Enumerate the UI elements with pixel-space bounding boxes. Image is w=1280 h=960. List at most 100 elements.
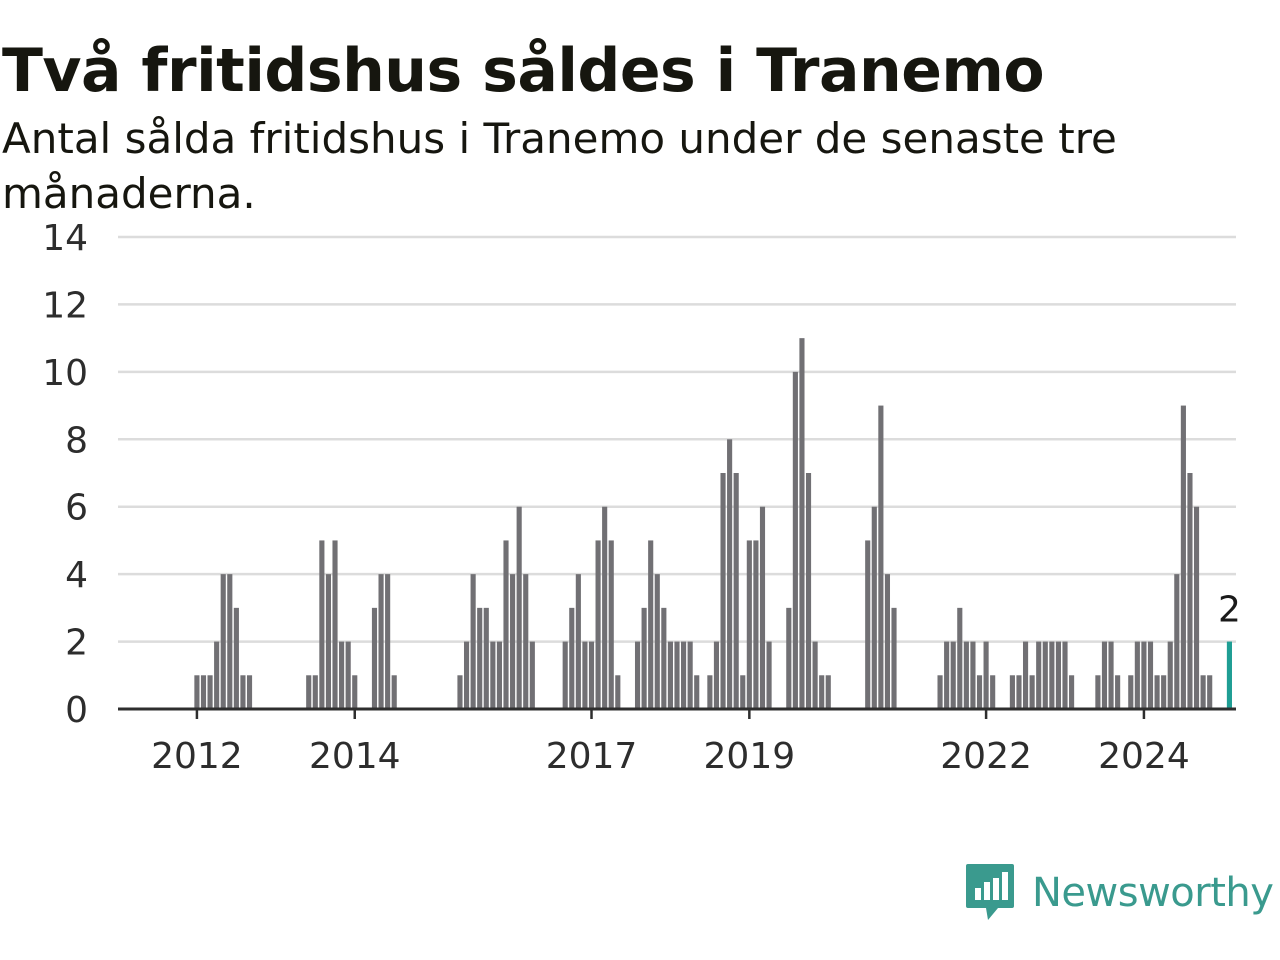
bar — [575, 574, 581, 709]
bar — [194, 675, 200, 709]
bar — [641, 607, 647, 709]
bar — [786, 607, 792, 709]
bar — [1200, 675, 1206, 709]
bar — [523, 574, 529, 709]
bar — [1049, 641, 1055, 709]
bar — [707, 675, 713, 709]
bar — [1141, 641, 1147, 709]
bar — [220, 574, 226, 709]
y-tick-label: 0 — [65, 690, 88, 731]
bar — [825, 675, 831, 709]
bar — [871, 506, 877, 709]
bar — [529, 641, 535, 709]
bar — [944, 641, 950, 709]
bar — [496, 641, 503, 709]
bar — [654, 574, 660, 709]
bar — [1115, 675, 1121, 709]
bar — [990, 675, 996, 709]
bar — [1134, 641, 1140, 709]
bar — [207, 675, 213, 709]
bar — [312, 675, 318, 709]
y-tick-label: 12 — [42, 285, 88, 326]
bar — [608, 540, 614, 709]
bar — [634, 641, 641, 709]
bar — [325, 574, 332, 709]
bar — [595, 540, 601, 709]
x-tick-label: 2014 — [309, 736, 401, 777]
bar — [1174, 574, 1180, 709]
bar — [240, 675, 246, 709]
bar — [214, 641, 220, 709]
bar — [819, 675, 825, 709]
bar — [805, 473, 812, 709]
bar — [753, 540, 759, 709]
bar — [1009, 675, 1015, 709]
bar — [1062, 641, 1068, 709]
gridlines — [118, 235, 1236, 643]
bar — [516, 506, 522, 709]
bar — [385, 574, 391, 709]
bar — [1095, 675, 1101, 709]
bar — [720, 473, 726, 709]
y-tick-label: 2 — [65, 623, 88, 664]
bar — [490, 641, 496, 709]
bar — [687, 641, 693, 709]
bar — [1180, 405, 1186, 709]
bar — [246, 675, 253, 709]
bar — [339, 641, 345, 709]
newsworthy-logo-icon — [966, 864, 1014, 920]
bar — [588, 641, 595, 709]
y-axis-labels: 0 2 4 6 8 10 12 14 — [42, 218, 88, 731]
bar — [661, 607, 667, 709]
highlight-bar — [1226, 641, 1232, 709]
bar — [319, 540, 325, 709]
bar — [1022, 641, 1029, 709]
bar — [674, 641, 680, 709]
x-tick-label: 2012 — [151, 736, 243, 777]
y-tick-label: 4 — [65, 555, 88, 596]
bar — [345, 641, 351, 709]
x-tick-label: 2019 — [704, 736, 796, 777]
bar — [1187, 473, 1193, 709]
bar — [812, 641, 818, 709]
bar-chart: 0 2 4 6 8 10 12 14 2012 2014 2017 2019 2022 2024 2 — [42, 218, 1241, 777]
x-tick-label: 2017 — [546, 736, 638, 777]
bar — [332, 540, 338, 709]
bar — [740, 675, 746, 709]
bar — [1193, 506, 1200, 709]
bar — [970, 641, 976, 709]
bar — [1036, 641, 1042, 709]
bar — [733, 473, 739, 709]
brand-name: Newsworthy — [1032, 870, 1274, 916]
bar — [746, 540, 752, 709]
bar — [477, 607, 483, 709]
bar — [937, 675, 943, 709]
y-tick-label: 14 — [42, 218, 88, 259]
bar — [510, 574, 516, 709]
bar — [1042, 641, 1048, 709]
bar — [1029, 675, 1035, 709]
bar — [1207, 675, 1213, 709]
bar — [957, 607, 963, 709]
bar — [878, 405, 884, 709]
annotations: 2 — [1218, 590, 1241, 631]
x-axis — [118, 707, 1236, 719]
bar — [681, 641, 687, 709]
bar — [891, 607, 897, 709]
bar — [1069, 675, 1075, 709]
bar — [378, 574, 384, 709]
chart-subtitle: Antal sålda fritidshus i Tranemo under d… — [2, 114, 1117, 218]
bar — [1154, 675, 1160, 709]
bar — [976, 675, 983, 709]
data-label: 2 — [1218, 590, 1241, 631]
bar — [648, 540, 654, 709]
bar — [233, 607, 239, 709]
bar — [799, 338, 805, 709]
bar — [766, 641, 772, 709]
bar — [694, 675, 700, 709]
bar — [1167, 641, 1173, 709]
bar — [602, 506, 608, 709]
bar — [615, 675, 621, 709]
bar — [1161, 675, 1167, 709]
bar — [1147, 641, 1154, 709]
